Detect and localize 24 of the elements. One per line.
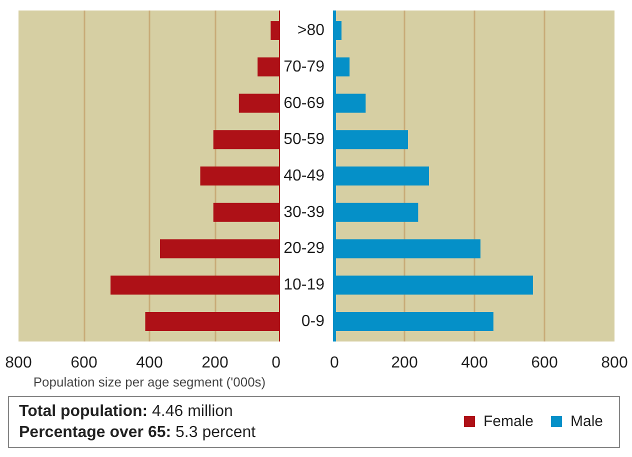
text: Total population: 4.46 million (19, 403, 233, 420)
x-axis-title: Population size per age segment ('000s) (33, 374, 266, 390)
legend-label: Female (482, 412, 534, 432)
x-tick-label: 600 (531, 354, 558, 372)
x-tick-label: 400 (461, 354, 488, 372)
x-tick-label: 800 (5, 354, 32, 372)
legend-label: Male (569, 412, 603, 432)
y-tick-label: 60-69 (284, 94, 325, 112)
x-tick-label: 600 (70, 354, 98, 372)
y-tick-label: >80 (297, 22, 325, 40)
x-tick-label: 200 (202, 354, 228, 372)
y-tick-label: 40-49 (284, 168, 325, 184)
y-tick-label: 70-79 (284, 58, 325, 76)
text: Percentage over 65: 5.3 percent (19, 424, 256, 441)
x-tick-label: 400 (136, 354, 163, 372)
y-tick-label: 10-19 (284, 276, 325, 294)
y-tick-label: 0-9 (301, 312, 325, 330)
y-tick-label: 50-59 (284, 131, 325, 148)
y-tick-label: 30-39 (284, 204, 325, 221)
x-tick-label: 800 (601, 354, 628, 372)
x-tick-label: 0 (330, 354, 340, 372)
y-tick-label: 20-29 (284, 240, 325, 258)
x-tick-label: 200 (391, 354, 418, 372)
x-tick-label: 0 (272, 354, 281, 372)
